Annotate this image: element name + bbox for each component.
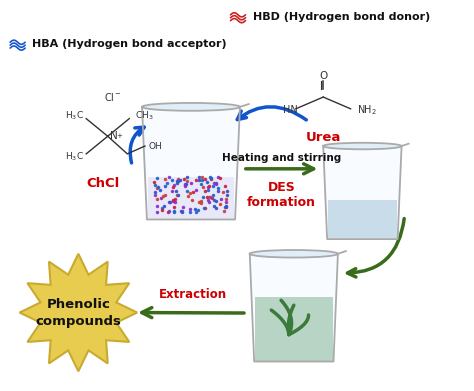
Text: NH$_2$: NH$_2$	[357, 103, 377, 117]
Polygon shape	[250, 254, 338, 362]
Text: Urea: Urea	[306, 131, 341, 144]
Text: ChCl: ChCl	[86, 178, 119, 190]
Ellipse shape	[142, 103, 240, 111]
Text: HN: HN	[283, 105, 297, 115]
Polygon shape	[148, 177, 234, 219]
Text: +: +	[117, 133, 122, 139]
Text: HBD (Hydrogen bond donor): HBD (Hydrogen bond donor)	[253, 12, 430, 22]
Polygon shape	[255, 297, 333, 361]
Text: Extraction: Extraction	[158, 288, 227, 301]
Polygon shape	[142, 107, 240, 219]
Text: N: N	[109, 131, 118, 141]
Polygon shape	[328, 200, 397, 238]
Polygon shape	[19, 254, 137, 371]
Text: Cl$^-$: Cl$^-$	[104, 91, 122, 103]
Text: Phenolic
compounds: Phenolic compounds	[36, 298, 121, 328]
Text: H$_3$C: H$_3$C	[65, 151, 84, 163]
Text: O: O	[319, 70, 328, 81]
Ellipse shape	[250, 250, 338, 258]
Text: HBA (Hydrogen bond acceptor): HBA (Hydrogen bond acceptor)	[32, 39, 227, 49]
Text: CH$_3$: CH$_3$	[135, 109, 154, 122]
Text: H$_3$C: H$_3$C	[65, 109, 84, 122]
Text: DES
formation: DES formation	[247, 181, 316, 208]
Polygon shape	[323, 146, 401, 239]
Ellipse shape	[323, 143, 401, 149]
Text: OH: OH	[149, 142, 163, 151]
Text: Heating and stirring: Heating and stirring	[222, 153, 341, 163]
